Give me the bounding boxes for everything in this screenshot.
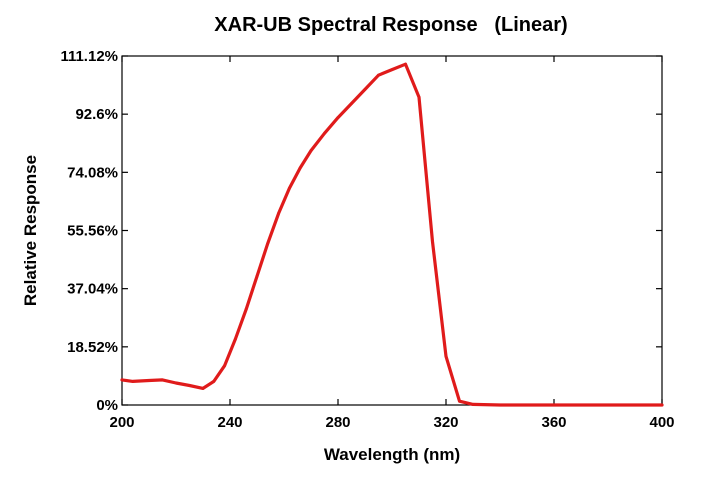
data-point: [552, 403, 556, 407]
y-tick-label: 0%: [96, 397, 118, 414]
data-point: [277, 212, 280, 215]
data-point: [188, 384, 191, 387]
x-tick-label: 280: [325, 414, 350, 431]
data-point: [255, 274, 259, 278]
x-tick-label: 400: [649, 414, 674, 431]
data-point: [417, 95, 421, 99]
y-tick-label: 18.52%: [67, 339, 118, 356]
data-point: [223, 364, 227, 368]
y-tick-label: 55.56%: [67, 223, 118, 240]
chart-title: XAR-UB Spectral Response (Linear): [214, 14, 568, 36]
data-point: [288, 186, 291, 190]
response-line: [120, 62, 664, 407]
data-point: [377, 73, 380, 77]
ticks-layer: 200 240 280 320 360 400 0% 18.52% 37.04% 55.56% 74…: [60, 48, 674, 431]
x-axis-label: Wavelength (nm): [324, 445, 460, 464]
data-point: [458, 399, 461, 403]
data-point: [174, 381, 178, 385]
data-point: [244, 307, 248, 311]
data-point: [161, 378, 164, 382]
x-tick-label: 320: [433, 414, 458, 431]
data-point: [498, 403, 502, 407]
data-point: [390, 68, 394, 71]
x-tick-label: 360: [541, 414, 566, 431]
data-point: [444, 354, 448, 358]
data-point: [147, 379, 151, 382]
data-point: [660, 403, 664, 407]
data-point: [404, 62, 407, 66]
y-tick-label: 37.04%: [67, 281, 118, 298]
data-point: [606, 403, 610, 407]
data-point: [212, 380, 216, 383]
data-point: [309, 149, 313, 153]
x-tick-label: 200: [109, 414, 134, 431]
x-tick-label: 240: [217, 414, 242, 431]
series-layer: [120, 62, 664, 407]
y-axis-label: Relative Response: [21, 155, 40, 306]
data-point: [431, 240, 434, 244]
data-point: [350, 102, 353, 105]
data-point: [363, 88, 367, 91]
data-point: [131, 380, 135, 383]
y-tick-label: 74.08%: [67, 164, 118, 181]
data-point: [323, 131, 326, 135]
plot-area-frame: [121, 55, 663, 406]
data-point: [201, 387, 205, 390]
data-point: [266, 241, 270, 245]
y-tick-label: 92.6%: [75, 106, 118, 123]
data-point: [471, 403, 475, 406]
data-point: [120, 378, 124, 382]
data-point: [234, 337, 237, 341]
data-point: [298, 166, 302, 170]
y-tick-label: 111.12%: [60, 48, 118, 65]
data-point: [336, 116, 340, 119]
